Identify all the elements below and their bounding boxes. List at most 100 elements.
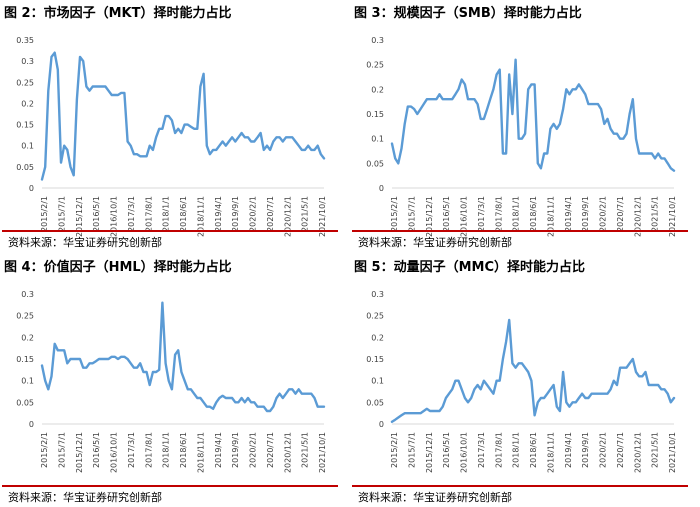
y-tick-label: 0.1 <box>21 377 34 386</box>
chart-hml: 0 0.05 0.1 0.15 0.2 0.25 0.3 2015/2/1 2015/7/1 20… <box>16 290 327 473</box>
y-tick-label: 0.3 <box>21 57 34 66</box>
x-tick-label: 2018/1/1 <box>512 432 521 468</box>
source-divider <box>352 230 688 232</box>
y-tick-label: 0.35 <box>16 36 34 45</box>
y-tick-label: 0.2 <box>371 85 384 94</box>
x-tick-label: 2018/11/1 <box>546 432 555 473</box>
x-tick-label: 2021/5/1 <box>651 196 660 232</box>
x-tick-label: 2017/8/1 <box>144 432 153 468</box>
y-tick-label: 0 <box>29 184 34 193</box>
x-tick-label: 2018/6/1 <box>179 196 188 232</box>
chart-title: 图 4：价值因子（HML）择时能力占比 <box>4 260 232 275</box>
x-tick-label: 2021/5/1 <box>651 432 660 468</box>
x-tick-label: 2018/6/1 <box>529 196 538 232</box>
x-tick-label: 2015/2/1 <box>390 196 399 232</box>
series-line <box>390 58 676 172</box>
x-tick-label: 2016/5/1 <box>92 432 101 468</box>
x-tick-label: 2017/3/1 <box>127 432 136 468</box>
x-tick-label: 2019/4/1 <box>564 432 573 468</box>
x-tick-label: 2020/2/1 <box>599 432 608 468</box>
x-tick-label: 2020/7/1 <box>616 196 625 232</box>
x-tick-label: 2015/12/1 <box>75 432 84 473</box>
y-tick-label: 0.2 <box>371 333 384 342</box>
series-line <box>390 318 676 423</box>
y-tick-label: 0.05 <box>366 159 384 168</box>
y-tick-label: 0.05 <box>16 163 34 172</box>
x-tick-label: 2021/10/1 <box>318 196 327 237</box>
x-tick-label: 2016/10/1 <box>460 432 469 473</box>
x-tick-label: 2020/12/1 <box>283 432 292 473</box>
x-tick-label: 2021/10/1 <box>668 432 677 473</box>
x-tick-label: 2018/11/1 <box>546 196 555 237</box>
chart-source: 资料来源：华宝证券研究创新部 <box>8 236 162 249</box>
x-tick-label: 2021/5/1 <box>301 196 310 232</box>
y-tick-label: 0 <box>379 184 384 193</box>
x-tick-label: 2017/8/1 <box>144 196 153 232</box>
y-tick-label: 0.3 <box>371 36 384 45</box>
series-line <box>40 51 326 181</box>
x-tick-label: 2020/2/1 <box>599 196 608 232</box>
x-tick-label: 2018/11/1 <box>196 196 205 237</box>
y-tick-label: 0.25 <box>16 78 34 87</box>
y-tick-label: 0 <box>379 420 384 429</box>
x-tick-label: 2020/7/1 <box>266 196 275 232</box>
y-tick-label: 0.25 <box>16 312 34 321</box>
x-tick-label: 2015/2/1 <box>40 196 49 232</box>
x-tick-label: 2021/10/1 <box>668 196 677 237</box>
x-tick-label: 2015/2/1 <box>390 432 399 468</box>
x-tick-label: 2017/8/1 <box>494 432 503 468</box>
x-tick-label: 2019/9/1 <box>581 196 590 232</box>
x-tick-label: 2016/5/1 <box>442 196 451 232</box>
x-tick-label: 2020/12/1 <box>633 432 642 473</box>
source-divider <box>2 485 338 487</box>
x-tick-label: 2018/11/1 <box>196 432 205 473</box>
x-tick-label: 2015/7/1 <box>407 196 416 232</box>
y-tick-label: 0.15 <box>16 355 34 364</box>
x-tick-label: 2020/12/1 <box>283 196 292 237</box>
x-tick-label: 2020/12/1 <box>633 196 642 237</box>
x-tick-label: 2019/9/1 <box>231 432 240 468</box>
chart-panel-mmc: 图 5：动量因子（MMC）择时能力占比 0 0.05 0.1 0.15 0.2 0.25 0… <box>350 254 690 504</box>
y-tick-label: 0.3 <box>371 290 384 299</box>
y-tick-label: 0.3 <box>21 290 34 299</box>
chart-source: 资料来源：华宝证券研究创新部 <box>358 236 512 249</box>
x-tick-label: 2019/9/1 <box>231 196 240 232</box>
series-line <box>40 301 326 413</box>
y-tick-label: 0.1 <box>371 135 384 144</box>
x-tick-label: 2015/7/1 <box>57 196 66 232</box>
x-tick-label: 2020/7/1 <box>266 432 275 468</box>
y-tick-label: 0.05 <box>366 398 384 407</box>
x-tick-label: 2015/2/1 <box>40 432 49 468</box>
chart-panel-smb: 图 3：规模因子（SMB）择时能力占比 0 0.05 0.1 0.15 0.2 0.25 0… <box>350 0 690 250</box>
x-tick-label: 2018/1/1 <box>512 196 521 232</box>
x-tick-label: 2016/10/1 <box>460 196 469 237</box>
x-tick-label: 2017/3/1 <box>477 432 486 468</box>
chart-mkt: 0 0.05 0.1 0.15 0.2 0.25 0.3 0.35 2015/2/1 2015/7… <box>16 36 327 237</box>
source-divider <box>2 230 338 232</box>
y-tick-label: 0.15 <box>366 110 384 119</box>
chart-title: 图 3：规模因子（SMB）择时能力占比 <box>354 6 582 21</box>
y-tick-label: 0.2 <box>21 333 34 342</box>
x-tick-label: 2015/12/1 <box>75 196 84 237</box>
x-tick-label: 2016/10/1 <box>110 196 119 237</box>
chart-title: 图 2：市场因子（MKT）择时能力占比 <box>4 6 232 21</box>
y-tick-label: 0.1 <box>21 142 34 151</box>
chart-source: 资料来源：华宝证券研究创新部 <box>358 491 512 504</box>
x-tick-label: 2019/4/1 <box>214 196 223 232</box>
x-tick-label: 2020/7/1 <box>616 432 625 468</box>
x-tick-label: 2017/3/1 <box>477 196 486 232</box>
x-tick-label: 2016/10/1 <box>110 432 119 473</box>
x-tick-label: 2016/5/1 <box>442 432 451 468</box>
x-tick-label: 2020/2/1 <box>249 432 258 468</box>
source-divider <box>352 485 688 487</box>
chart-panel-mkt: 图 2：市场因子（MKT）择时能力占比 0 0.05 0.1 0.15 0.2 0.25 0… <box>0 0 340 250</box>
x-tick-label: 2020/2/1 <box>249 196 258 232</box>
x-tick-label: 2019/4/1 <box>214 432 223 468</box>
x-tick-label: 2017/8/1 <box>494 196 503 232</box>
x-tick-label: 2018/1/1 <box>162 432 171 468</box>
y-tick-label: 0.1 <box>371 377 384 386</box>
x-tick-label: 2021/5/1 <box>301 432 310 468</box>
y-tick-label: 0.2 <box>21 99 34 108</box>
chart-title: 图 5：动量因子（MMC）择时能力占比 <box>354 260 585 275</box>
chart-mmc: 0 0.05 0.1 0.15 0.2 0.25 0.3 2015/2/1 2015/7/1 20… <box>366 290 677 473</box>
